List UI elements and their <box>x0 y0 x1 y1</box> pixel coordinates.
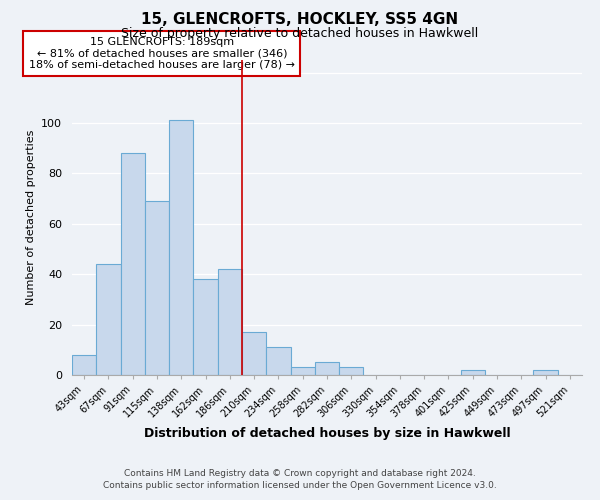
Text: Size of property relative to detached houses in Hawkwell: Size of property relative to detached ho… <box>121 28 479 40</box>
Bar <box>193 279 218 375</box>
Bar <box>315 362 339 375</box>
Text: Contains HM Land Registry data © Crown copyright and database right 2024.: Contains HM Land Registry data © Crown c… <box>124 468 476 477</box>
X-axis label: Distribution of detached houses by size in Hawkwell: Distribution of detached houses by size … <box>143 428 511 440</box>
Bar <box>461 370 485 375</box>
Bar <box>290 368 315 375</box>
Bar <box>339 368 364 375</box>
Bar <box>121 153 145 375</box>
Bar <box>72 355 96 375</box>
Bar <box>96 264 121 375</box>
Bar <box>266 348 290 375</box>
Y-axis label: Number of detached properties: Number of detached properties <box>26 130 35 305</box>
Bar <box>533 370 558 375</box>
Bar <box>242 332 266 375</box>
Bar <box>145 201 169 375</box>
Bar <box>218 269 242 375</box>
Text: 15, GLENCROFTS, HOCKLEY, SS5 4GN: 15, GLENCROFTS, HOCKLEY, SS5 4GN <box>142 12 458 28</box>
Bar <box>169 120 193 375</box>
Text: Contains public sector information licensed under the Open Government Licence v3: Contains public sector information licen… <box>103 481 497 490</box>
Text: 15 GLENCROFTS: 189sqm
← 81% of detached houses are smaller (346)
18% of semi-det: 15 GLENCROFTS: 189sqm ← 81% of detached … <box>29 37 295 70</box>
